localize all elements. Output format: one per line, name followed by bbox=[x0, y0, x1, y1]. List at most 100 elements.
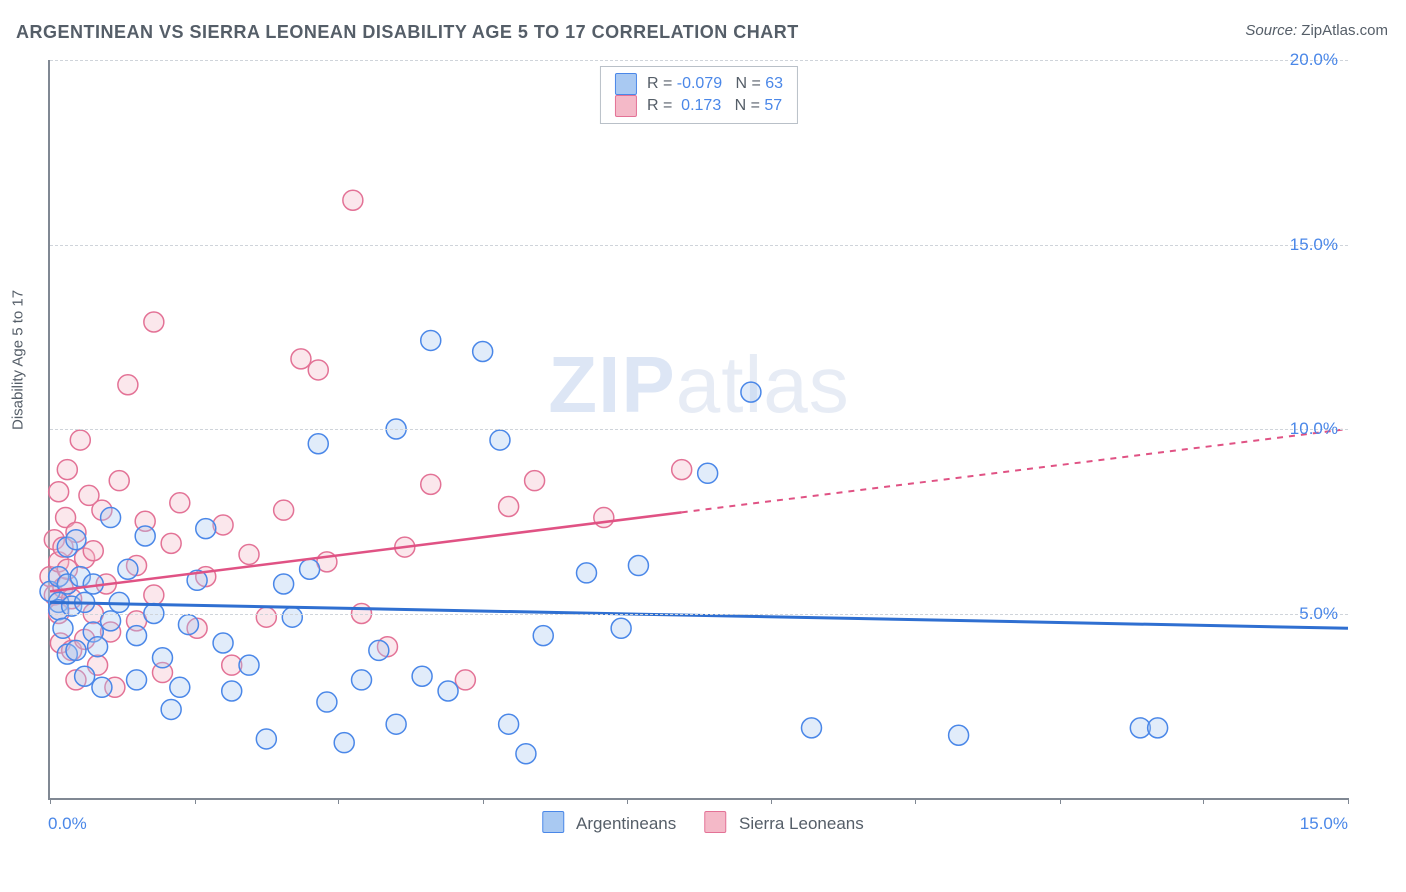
x-tick bbox=[1348, 798, 1349, 804]
scatter-point-argentineans bbox=[178, 615, 198, 635]
scatter-point-argentineans bbox=[801, 718, 821, 738]
scatter-point-argentineans bbox=[334, 733, 354, 753]
scatter-point-sierra-leoneans bbox=[144, 585, 164, 605]
scatter-point-argentineans bbox=[300, 559, 320, 579]
scatter-point-argentineans bbox=[490, 430, 510, 450]
scatter-point-argentineans bbox=[308, 434, 328, 454]
scatter-point-sierra-leoneans bbox=[57, 460, 77, 480]
legend-bottom: Argentineans Sierra Leoneans bbox=[542, 811, 863, 834]
scatter-point-sierra-leoneans bbox=[256, 607, 276, 627]
scatter-point-argentineans bbox=[412, 666, 432, 686]
scatter-point-sierra-leoneans bbox=[291, 349, 311, 369]
scatter-point-argentineans bbox=[222, 681, 242, 701]
y-tick-label: 10.0% bbox=[1290, 419, 1338, 439]
grid-line bbox=[50, 245, 1348, 246]
scatter-point-argentineans bbox=[499, 714, 519, 734]
scatter-point-argentineans bbox=[741, 382, 761, 402]
legend-bottom-swatch-0 bbox=[542, 811, 564, 833]
scatter-point-argentineans bbox=[118, 559, 138, 579]
scatter-point-sierra-leoneans bbox=[499, 496, 519, 516]
x-tick bbox=[195, 798, 196, 804]
legend-bottom-label-1: Sierra Leoneans bbox=[739, 814, 864, 833]
grid-line bbox=[50, 429, 1348, 430]
x-tick bbox=[915, 798, 916, 804]
scatter-point-argentineans bbox=[75, 666, 95, 686]
scatter-point-argentineans bbox=[698, 463, 718, 483]
scatter-point-argentineans bbox=[127, 626, 147, 646]
scatter-point-argentineans bbox=[53, 618, 73, 638]
scatter-point-sierra-leoneans bbox=[144, 312, 164, 332]
source-label: Source: bbox=[1245, 22, 1297, 39]
scatter-point-argentineans bbox=[274, 574, 294, 594]
scatter-point-argentineans bbox=[127, 670, 147, 690]
scatter-point-argentineans bbox=[421, 330, 441, 350]
scatter-point-argentineans bbox=[1148, 718, 1168, 738]
scatter-point-sierra-leoneans bbox=[239, 544, 259, 564]
x-tick bbox=[483, 798, 484, 804]
scatter-point-argentineans bbox=[438, 681, 458, 701]
chart-container: ARGENTINEAN VS SIERRA LEONEAN DISABILITY… bbox=[0, 0, 1406, 892]
y-tick-label: 20.0% bbox=[1290, 50, 1338, 70]
scatter-point-argentineans bbox=[92, 677, 112, 697]
scatter-point-sierra-leoneans bbox=[70, 430, 90, 450]
y-tick-label: 5.0% bbox=[1299, 604, 1338, 624]
x-tick-label-last: 15.0% bbox=[1300, 814, 1348, 834]
scatter-point-sierra-leoneans bbox=[308, 360, 328, 380]
scatter-point-argentineans bbox=[282, 607, 302, 627]
scatter-point-argentineans bbox=[101, 508, 121, 528]
scatter-point-argentineans bbox=[386, 714, 406, 734]
scatter-point-sierra-leoneans bbox=[594, 508, 614, 528]
scatter-point-sierra-leoneans bbox=[161, 533, 181, 553]
scatter-point-sierra-leoneans bbox=[83, 541, 103, 561]
scatter-point-argentineans bbox=[66, 640, 86, 660]
y-tick-label: 15.0% bbox=[1290, 235, 1338, 255]
source-name: ZipAtlas.com bbox=[1301, 22, 1388, 39]
x-tick bbox=[1060, 798, 1061, 804]
legend-bottom-item-1: Sierra Leoneans bbox=[704, 811, 864, 834]
scatter-point-argentineans bbox=[369, 640, 389, 660]
scatter-point-argentineans bbox=[628, 556, 648, 576]
x-tick bbox=[50, 798, 51, 804]
legend-bottom-label-0: Argentineans bbox=[576, 814, 676, 833]
x-tick bbox=[627, 798, 628, 804]
scatter-point-argentineans bbox=[949, 725, 969, 745]
scatter-point-argentineans bbox=[516, 744, 536, 764]
scatter-point-argentineans bbox=[256, 729, 276, 749]
x-tick-label-first: 0.0% bbox=[48, 814, 87, 834]
scatter-point-sierra-leoneans bbox=[672, 460, 692, 480]
scatter-point-argentineans bbox=[170, 677, 190, 697]
scatter-point-argentineans bbox=[352, 670, 372, 690]
regression-line-ext-sierra-leoneans bbox=[682, 429, 1348, 512]
scatter-point-argentineans bbox=[533, 626, 553, 646]
scatter-point-argentineans bbox=[152, 648, 172, 668]
scatter-point-argentineans bbox=[239, 655, 259, 675]
chart-title: ARGENTINEAN VS SIERRA LEONEAN DISABILITY… bbox=[16, 22, 799, 43]
scatter-point-argentineans bbox=[196, 519, 216, 539]
scatter-point-sierra-leoneans bbox=[109, 471, 129, 491]
scatter-point-argentineans bbox=[135, 526, 155, 546]
plot-area: ZIPatlas R = -0.079 N = 63 R = 0.173 N bbox=[48, 60, 1348, 800]
regression-line-argentineans bbox=[50, 602, 1348, 628]
grid-line bbox=[50, 60, 1348, 61]
legend-bottom-swatch-1 bbox=[704, 811, 726, 833]
y-axis-label: Disability Age 5 to 17 bbox=[10, 290, 27, 430]
scatter-point-sierra-leoneans bbox=[274, 500, 294, 520]
legend-bottom-item-0: Argentineans bbox=[542, 811, 676, 834]
x-tick bbox=[771, 798, 772, 804]
scatter-point-argentineans bbox=[213, 633, 233, 653]
scatter-point-sierra-leoneans bbox=[213, 515, 233, 535]
scatter-point-argentineans bbox=[66, 530, 86, 550]
scatter-point-sierra-leoneans bbox=[170, 493, 190, 513]
scatter-point-sierra-leoneans bbox=[525, 471, 545, 491]
x-tick bbox=[1203, 798, 1204, 804]
source-attribution: Source: ZipAtlas.com bbox=[1245, 22, 1388, 39]
scatter-point-sierra-leoneans bbox=[118, 375, 138, 395]
scatter-point-sierra-leoneans bbox=[421, 474, 441, 494]
grid-line bbox=[50, 614, 1348, 615]
scatter-point-argentineans bbox=[611, 618, 631, 638]
scatter-point-argentineans bbox=[161, 699, 181, 719]
scatter-point-sierra-leoneans bbox=[49, 482, 69, 502]
scatter-point-argentineans bbox=[577, 563, 597, 583]
scatter-point-sierra-leoneans bbox=[343, 190, 363, 210]
scatter-point-sierra-leoneans bbox=[455, 670, 475, 690]
